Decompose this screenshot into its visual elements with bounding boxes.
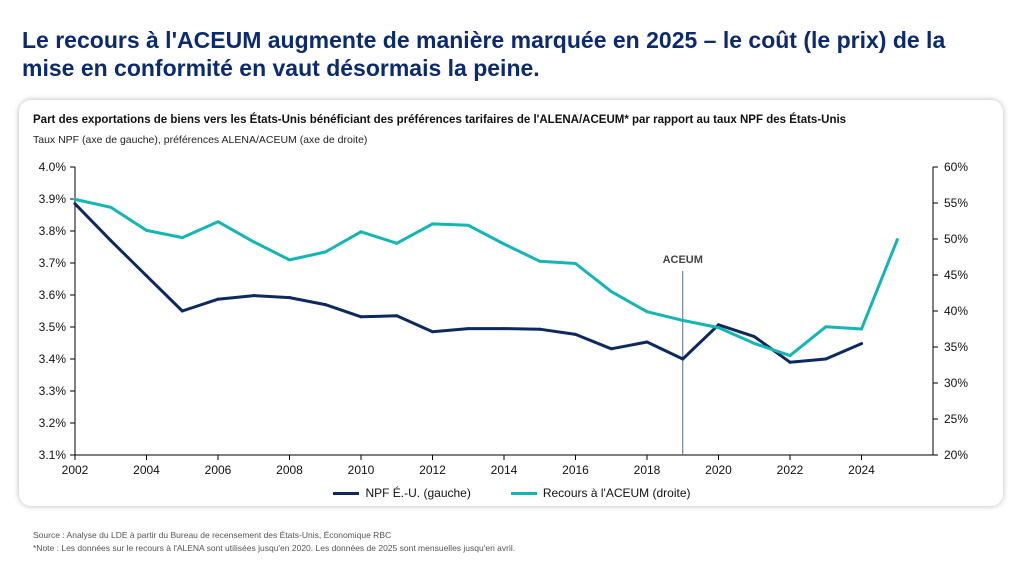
aceum-annotation-label: ACEUM — [663, 254, 703, 266]
source-note: Source : Analyse du LDE à partir du Bure… — [33, 530, 392, 540]
y-left-tick-label: 3.9% — [39, 192, 67, 206]
page-title: Le recours à l'ACEUM augmente de manière… — [22, 27, 946, 81]
data-point-npf — [860, 342, 863, 346]
x-tick-label: 2014 — [491, 463, 518, 477]
chart-legend: NPF É.-U. (gauche) Recours à l'ACEUM (dr… — [0, 486, 1024, 500]
data-point-npf — [288, 296, 291, 300]
y-right-tick-label: 25% — [944, 412, 968, 426]
y-left-tick-label: 3.6% — [39, 288, 67, 302]
data-point-aceum — [717, 326, 720, 330]
data-point-npf — [645, 340, 649, 344]
y-left-tick-label: 3.8% — [39, 224, 67, 238]
y-left-tick-label: 3.4% — [39, 352, 67, 366]
y-left-tick-label: 3.3% — [39, 384, 67, 398]
data-point-npf — [180, 309, 184, 313]
data-point-npf — [431, 330, 434, 334]
y-left-tick-label: 3.5% — [39, 320, 67, 334]
data-point-npf — [824, 357, 828, 361]
legend-item-npf: NPF É.-U. (gauche) — [333, 486, 471, 500]
x-tick-label: 2018 — [634, 463, 661, 477]
data-point-npf — [323, 303, 327, 307]
data-point-aceum — [538, 259, 542, 263]
x-tick-label: 2008 — [276, 463, 303, 477]
x-tick-label: 2004 — [133, 463, 160, 477]
y-left-tick-label: 3.7% — [39, 256, 67, 270]
data-point-npf — [681, 357, 685, 361]
y-right-tick-label: 20% — [944, 448, 968, 462]
data-point-npf — [109, 239, 113, 243]
x-tick-label: 2022 — [777, 463, 804, 477]
legend-label-npf: NPF É.-U. (gauche) — [365, 486, 471, 500]
x-tick-label: 2012 — [419, 463, 446, 477]
data-point-aceum — [216, 220, 220, 224]
y-right-tick-label: 30% — [944, 376, 968, 390]
y-left-tick-label: 3.1% — [39, 448, 67, 462]
legend-swatch-aceum — [510, 491, 537, 495]
x-tick-label: 2016 — [562, 463, 589, 477]
data-point-aceum — [252, 240, 256, 244]
data-point-npf — [466, 327, 470, 331]
y-left-tick-label: 3.2% — [39, 416, 67, 430]
y-right-tick-label: 35% — [944, 340, 968, 354]
data-point-npf — [395, 314, 399, 318]
legend-item-aceum: Recours à l'ACEUM (droite) — [510, 486, 691, 500]
data-point-aceum — [323, 250, 327, 254]
y-right-tick-label: 45% — [944, 268, 968, 282]
chart-title: Part des exportations de biens vers les … — [33, 114, 847, 126]
data-point-aceum — [359, 230, 363, 234]
data-point-npf — [145, 274, 148, 278]
data-point-npf — [538, 327, 542, 331]
legend-label-aceum: Recours à l'ACEUM (droite) — [542, 486, 691, 500]
x-tick-label: 2006 — [205, 463, 232, 477]
y-right-tick-label: 50% — [944, 232, 968, 246]
y-left-tick-label: 4.0% — [39, 160, 67, 174]
chart-card — [19, 100, 1003, 506]
footnote: *Note : Les données sur le recours à l'A… — [33, 543, 516, 553]
data-point-aceum — [860, 327, 863, 331]
data-point-npf — [73, 202, 77, 206]
data-point-aceum — [788, 354, 792, 358]
data-point-npf — [216, 297, 220, 301]
data-point-npf — [252, 294, 256, 298]
data-point-npf — [574, 332, 577, 336]
data-point-aceum — [502, 242, 506, 246]
data-point-aceum — [645, 310, 649, 314]
data-point-aceum — [752, 341, 756, 345]
data-point-aceum — [288, 258, 291, 262]
data-point-aceum — [574, 261, 577, 265]
data-point-npf — [717, 323, 720, 327]
y-right-tick-label: 60% — [944, 160, 968, 174]
data-point-aceum — [431, 222, 434, 226]
x-tick-label: 2020 — [705, 463, 732, 477]
data-point-aceum — [109, 205, 113, 209]
series-line-aceum — [73, 197, 899, 358]
data-point-aceum — [180, 236, 184, 240]
legend-swatch-npf — [333, 491, 360, 495]
data-point-aceum — [466, 223, 470, 227]
data-point-aceum — [609, 290, 613, 294]
y-right-tick-label: 55% — [944, 196, 968, 210]
data-point-aceum — [73, 197, 77, 201]
data-point-aceum — [145, 228, 148, 232]
data-point-aceum — [395, 241, 399, 245]
data-point-npf — [502, 327, 506, 331]
data-point-aceum — [681, 318, 685, 322]
x-tick-label: 2010 — [348, 463, 375, 477]
footer: Source : Analyse du LDE à partir du Bure… — [33, 529, 515, 555]
x-tick-label: 2002 — [62, 463, 89, 477]
data-point-npf — [788, 360, 792, 364]
data-point-aceum — [895, 238, 899, 242]
data-point-npf — [609, 347, 613, 351]
x-tick-label: 2024 — [848, 463, 875, 477]
data-point-npf — [752, 335, 756, 339]
data-point-npf — [359, 315, 363, 319]
y-right-tick-label: 40% — [944, 304, 968, 318]
chart-subtitle: Taux NPF (axe de gauche), préférences AL… — [33, 134, 368, 146]
data-point-aceum — [824, 325, 828, 329]
